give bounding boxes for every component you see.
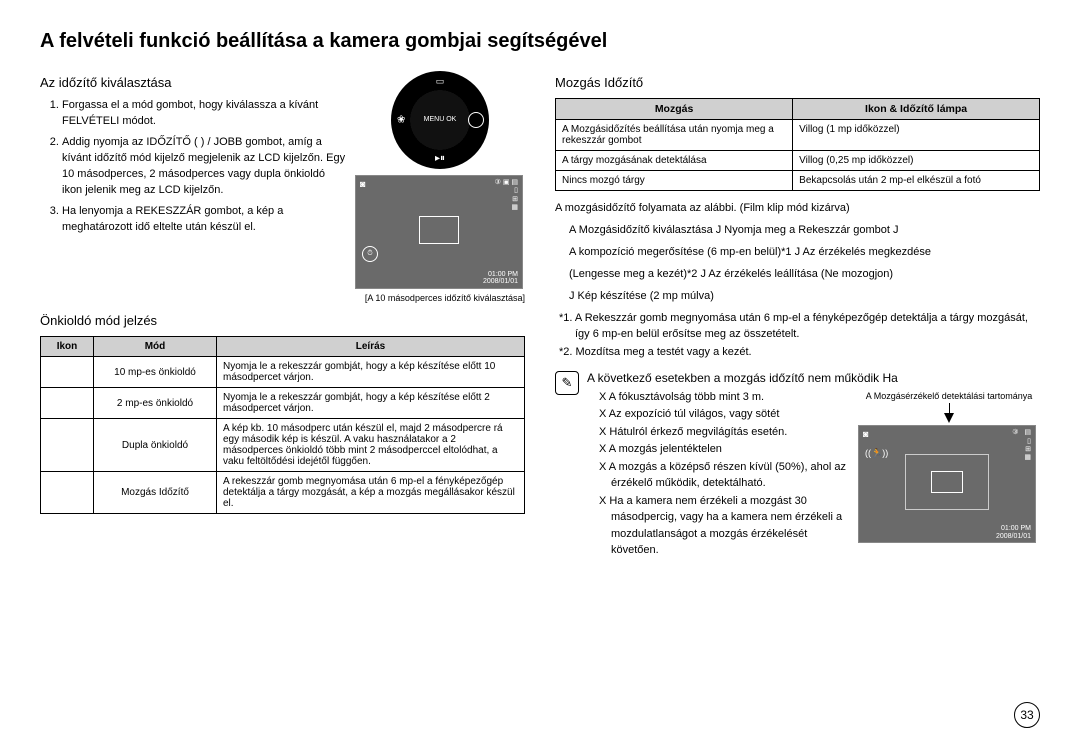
- lcd-caption-left: [A 10 másodperces időzítő kiválasztása]: [355, 293, 525, 303]
- cell-icon: [41, 388, 94, 419]
- lcd-status-icons: ③ ▤▯⊞▦: [1012, 429, 1031, 463]
- step-2: Addig nyomja az IDŐZÍTŐ ( ) / JOBB gombo…: [62, 135, 347, 199]
- note-icon: ✎: [555, 371, 579, 395]
- cell-motion: A Mozgásidőzítés beállítása után nyomja …: [556, 120, 793, 151]
- lcd-time: 01:00 PM: [483, 271, 518, 279]
- th-desc: Leírás: [217, 337, 525, 357]
- table-row: Mozgás Időzítő A rekeszzár gomb megnyomá…: [41, 472, 525, 514]
- left-section1-title: Az időzítő kiválasztása: [40, 75, 347, 90]
- cell-icon: [41, 357, 94, 388]
- page-number: 33: [1014, 702, 1040, 728]
- arrow-stem: [949, 403, 950, 413]
- lcd-time: 01:00 PM: [996, 525, 1031, 533]
- cell-desc: A kép kb. 10 másodperc után készül el, m…: [217, 419, 525, 472]
- display-icon: ▭: [436, 76, 445, 87]
- right-section1-title: Mozgás Időzítő: [555, 75, 1040, 90]
- footnote-2: *2. Mozdítsa meg a testét vagy a kezét.: [559, 345, 1040, 361]
- cell-icon: [41, 419, 94, 472]
- page-title: A felvételi funkció beállítása a kamera …: [40, 30, 1040, 53]
- left-section2-title: Önkioldó mód jelzés: [40, 313, 525, 328]
- th-mode: Mód: [94, 337, 217, 357]
- proc-intro: A mozgásidőzítő folyamata az alábbi. (Fi…: [555, 201, 1040, 217]
- lcd-focus-box: [419, 216, 459, 244]
- step-1: Forgassa el a mód gombot, hogy kiválassz…: [62, 98, 347, 130]
- lcd-detect-area: [905, 454, 989, 510]
- cell-mode: Dupla önkioldó: [94, 419, 217, 472]
- cell-mode: Mozgás Időzítő: [94, 472, 217, 514]
- inset-caption: A Mozgásérzékelő detektálási tartománya: [858, 391, 1040, 402]
- th-icon: Ikon: [41, 337, 94, 357]
- table-row: A tárgy mozgásának detektálása Villog (0…: [556, 151, 1040, 171]
- motion-table: Mozgás Ikon & Időzítő lámpa A Mozgásidőz…: [555, 98, 1040, 191]
- proc-line: (Lengesse meg a kezét)*2 J Az érzékelés …: [569, 267, 1040, 283]
- proc-line: A kompozíció megerősítése (6 mp-en belül…: [569, 245, 1040, 261]
- lcd-date: 2008/01/01: [996, 533, 1031, 541]
- table-row: 2 mp-es önkioldó Nyomja le a rekeszzár g…: [41, 388, 525, 419]
- cell-desc: Nyomja le a rekeszzár gombját, hogy a ké…: [217, 388, 525, 419]
- lcd-motion-icon: ((🏃)): [865, 448, 888, 459]
- lcd-preview-left: ◙ ③ ▣ ▤▯⊞▦ ⏱ 01:00 PM 2008/01/01: [355, 175, 523, 289]
- cell-desc: Nyomja le a rekeszzár gombját, hogy a ké…: [217, 357, 525, 388]
- lcd-status-icons: ③ ▣ ▤▯⊞▦: [495, 179, 518, 213]
- proc-line: J Kép készítése (2 mp múlva): [569, 289, 1040, 305]
- cell-motion: A tárgy mozgásának detektálása: [556, 151, 793, 171]
- cell-lamp: Bekapcsolás után 2 mp-el elkészül a fotó: [793, 171, 1040, 191]
- timer-icon: [468, 112, 484, 128]
- dial-center-label: MENU OK: [424, 116, 457, 124]
- play-pause-icon: ▸⏸: [435, 153, 445, 164]
- macro-icon: ❀: [397, 115, 405, 126]
- lcd-preview-right: ◙ ③ ▤▯⊞▦ ((🏃)) 01:00 PM 2008/01/01: [858, 425, 1036, 543]
- table-row: A Mozgásidőzítés beállítása után nyomja …: [556, 120, 1040, 151]
- lcd-mode-icon: ◙: [863, 429, 868, 439]
- cell-desc: A rekeszzár gomb megnyomása után 6 mp-el…: [217, 472, 525, 514]
- cell-mode: 2 mp-es önkioldó: [94, 388, 217, 419]
- cell-motion: Nincs mozgó tárgy: [556, 171, 793, 191]
- th-lamp: Ikon & Időzítő lámpa: [793, 99, 1040, 120]
- steps-list: Forgassa el a mód gombot, hogy kiválassz…: [40, 98, 347, 236]
- table-row: 10 mp-es önkioldó Nyomja le a rekeszzár …: [41, 357, 525, 388]
- cell-lamp: Villog (1 mp időközzel): [793, 120, 1040, 151]
- lcd-focus-box: [931, 471, 963, 493]
- note-title: A következő esetekben a mozgás időzítő n…: [587, 371, 1040, 385]
- table-row: Dupla önkioldó A kép kb. 10 másodperc ut…: [41, 419, 525, 472]
- selftimer-table: Ikon Mód Leírás 10 mp-es önkioldó Nyomja…: [40, 336, 525, 514]
- footnote-1: *1. A Rekeszzár gomb megnyomása után 6 m…: [559, 311, 1040, 343]
- cell-mode: 10 mp-es önkioldó: [94, 357, 217, 388]
- lcd-date: 2008/01/01: [483, 278, 518, 286]
- lcd-mode-icon: ◙: [360, 179, 365, 189]
- cell-lamp: Villog (0,25 mp időközzel): [793, 151, 1040, 171]
- th-motion: Mozgás: [556, 99, 793, 120]
- cell-icon: [41, 472, 94, 514]
- step-3: Ha lenyomja a REKESZZÁR gombot, a kép a …: [62, 204, 347, 236]
- proc-line: A Mozgásidőzítő kiválasztása J Nyomja me…: [569, 223, 1040, 239]
- arrow-down-icon: [944, 413, 954, 423]
- mode-dial-diagram: MENU OK ▭ ▸⏸ ❀: [391, 71, 489, 169]
- lcd-timer-icon: ⏱: [362, 246, 378, 262]
- table-row: Nincs mozgó tárgy Bekapcsolás után 2 mp-…: [556, 171, 1040, 191]
